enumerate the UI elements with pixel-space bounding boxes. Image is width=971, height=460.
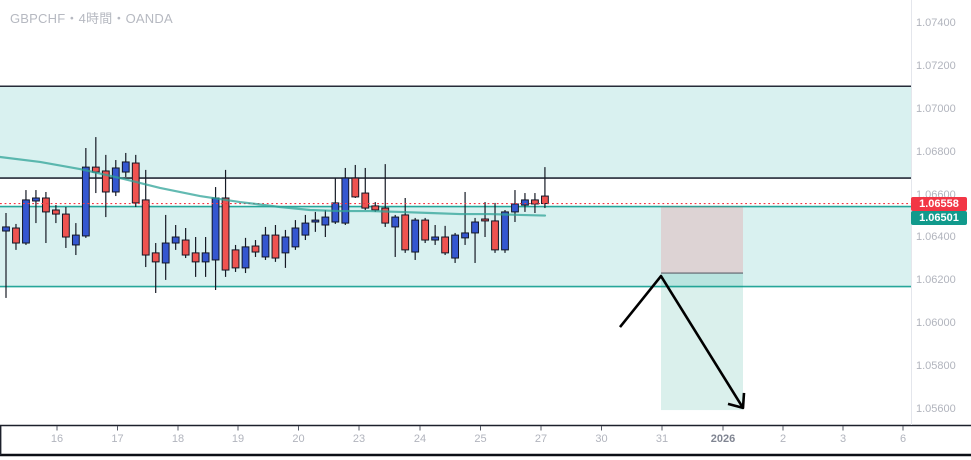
time-axis-year-label: 2026	[710, 433, 736, 445]
candle-body-up	[341, 177, 350, 224]
time-axis-label: 23	[352, 433, 366, 445]
time-axis-label: 19	[231, 433, 245, 445]
candle-body-down	[101, 170, 110, 193]
candle-body-down	[541, 195, 549, 205]
candle-body-down	[12, 227, 20, 244]
price-axis-label: 1.05600	[916, 403, 956, 415]
candle-body-down	[52, 209, 60, 215]
candle-body-down	[191, 252, 200, 263]
time-axis-label: 27	[534, 433, 548, 445]
candle-body-up	[321, 216, 330, 226]
candle-body-down	[441, 236, 450, 254]
candle-body-up	[461, 232, 469, 239]
candle-body-up	[281, 236, 290, 254]
price-axis[interactable]: 1.07400 1.07200 1.07000 1.06800 1.06600 1.064…	[911, 0, 971, 425]
candle-body-down	[221, 197, 230, 271]
price-axis-label: 1.05800	[916, 360, 956, 373]
candle-body-up	[201, 252, 210, 263]
time-axis-label: 24	[413, 433, 427, 445]
candle-body-up	[301, 222, 310, 236]
trend-arrow-head[interactable]	[727, 392, 746, 410]
candle-body-up	[511, 203, 519, 213]
candle-body-down	[361, 192, 370, 209]
time-axis-label: 16	[50, 433, 64, 445]
candle-body-up	[241, 246, 250, 269]
candle-body-down	[401, 214, 410, 251]
upper-resistance-zone[interactable]	[0, 86, 911, 179]
candle-body-down	[251, 245, 260, 253]
candle-body-up	[411, 219, 420, 253]
candle-body-down	[421, 219, 430, 241]
candle-body-down	[231, 249, 240, 269]
candle-body-up	[121, 161, 130, 173]
candle-body-up	[521, 199, 529, 206]
candle-body-up	[2, 226, 10, 232]
ma-value-badge: 1.06501	[911, 211, 967, 226]
candle-body-up	[291, 227, 300, 248]
candle-body-down	[381, 207, 390, 224]
price-axis-label: 1.07200	[916, 59, 956, 72]
time-axis-label: 31	[655, 433, 669, 445]
candle-body-down	[151, 252, 160, 263]
symbol-title: GBPCHF・4時間・OANDA	[10, 11, 173, 26]
candle-body-down	[141, 199, 150, 256]
time-axis-label: 25	[474, 433, 487, 445]
price-axis-label: 1.06800	[916, 145, 956, 158]
price-axis-label: 1.07400	[916, 17, 956, 29]
price-axis-label: 1.06000	[916, 317, 956, 330]
candle-body-up	[391, 216, 400, 228]
time-axis[interactable]: 16 17 18 19 20 23 24 25 27 30 31 2026 2 3 6	[0, 425, 971, 456]
last-price-badge: 1.06558	[911, 196, 967, 211]
time-axis-label: 20	[292, 433, 305, 445]
candle-body-up	[451, 234, 460, 259]
candle-body-up	[32, 197, 40, 202]
time-axis-label: 30	[595, 433, 608, 445]
time-axis-label: 6	[899, 433, 907, 445]
candle-body-down	[181, 239, 190, 256]
candle-body-up	[261, 234, 270, 258]
candle-body-up	[71, 234, 80, 246]
price-axis-label: 1.06400	[916, 231, 956, 244]
candle-body-up	[171, 236, 180, 244]
time-axis-label: 17	[111, 433, 124, 445]
time-axis-label: 3	[839, 433, 847, 445]
candle-body-down	[491, 220, 499, 251]
candle-body-up	[501, 211, 509, 251]
candle-body-down	[371, 205, 380, 211]
candle-body-up	[471, 221, 479, 234]
trend-arrow-line[interactable]	[618, 274, 745, 409]
candle-body-down	[481, 218, 489, 222]
time-axis-label: 18	[171, 433, 185, 445]
candle-body-up	[331, 202, 340, 223]
candle-body-down	[61, 213, 70, 238]
candle-body-down	[271, 234, 280, 259]
candle-body-up	[211, 197, 220, 261]
candle-body-up	[431, 236, 440, 241]
candle-body-up	[81, 166, 90, 237]
candle-body-up	[311, 219, 320, 223]
candle-body-down	[351, 177, 360, 198]
time-axis-label: 2	[779, 433, 787, 445]
price-axis-label: 1.07000	[916, 102, 956, 115]
short-position-loss-zone[interactable]	[661, 206, 743, 274]
moving-average-line[interactable]	[0, 155, 547, 217]
candle-body-down	[42, 197, 50, 213]
candle-body-up	[111, 167, 120, 193]
candle-body-up	[22, 199, 30, 244]
candle-body-up	[161, 242, 170, 264]
price-axis-label: 1.06200	[916, 274, 956, 287]
